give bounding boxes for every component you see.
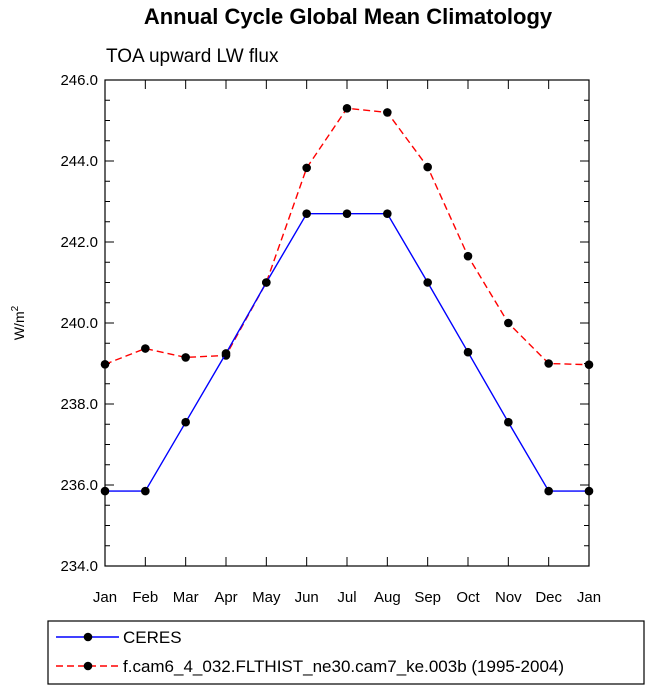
data-point <box>100 360 110 369</box>
data-point <box>141 344 150 353</box>
legend-label: CERES <box>123 628 182 647</box>
data-point <box>302 163 311 173</box>
data-point <box>584 486 594 496</box>
data-point <box>221 349 231 358</box>
data-point <box>544 359 553 368</box>
x-tick-label: Dec <box>535 589 562 606</box>
y-tick-label: 238.0 <box>60 396 98 413</box>
data-point <box>544 486 553 496</box>
data-point <box>141 486 150 496</box>
data-point <box>342 104 352 113</box>
data-point <box>423 162 432 172</box>
y-tick-label: 236.0 <box>60 477 98 494</box>
y-axis-label-superscript: 2 <box>10 305 21 311</box>
data-point <box>504 318 513 328</box>
data-point <box>463 347 473 357</box>
y-tick-label: 246.0 <box>60 72 98 89</box>
data-point <box>504 417 513 427</box>
plot-frame <box>104 79 590 567</box>
series-line <box>104 107 590 366</box>
legend-marker <box>83 661 93 671</box>
x-tick-label: Mar <box>173 589 199 606</box>
x-tick-label: Jun <box>295 589 319 606</box>
chart-subtitle: TOA upward LW flux <box>106 46 279 67</box>
x-tick-label: Jan <box>93 589 117 606</box>
chart-title: Annual Cycle Global Mean Climatology <box>144 4 553 29</box>
data-point <box>100 486 110 496</box>
x-tick-label: Sep <box>414 589 441 606</box>
legend-label: f.cam6_4_032.FLTHIST_ne30.cam7_ke.003b (… <box>123 657 564 676</box>
legend: CERES f.cam6_4_032.FLTHIST_ne30.cam7_ke.0… <box>47 620 645 685</box>
series-line <box>105 212 589 492</box>
x-tick-label: Jan <box>577 589 601 606</box>
data-point <box>181 417 190 427</box>
x-tick-label: Apr <box>214 589 237 606</box>
y-axis-label-text: W/m <box>11 311 27 340</box>
data-point <box>463 251 473 261</box>
x-tick-label: Jul <box>337 589 356 606</box>
y-tick-label: 234.0 <box>60 558 98 575</box>
x-tick-label: Aug <box>374 589 401 606</box>
data-point <box>383 209 392 218</box>
y-tick-label: 244.0 <box>60 153 98 170</box>
y-axis-label: W/m2 <box>10 305 27 340</box>
data-point <box>302 209 311 218</box>
x-tick-label: Oct <box>456 589 480 606</box>
data-point <box>383 108 392 117</box>
y-tick-label: 240.0 <box>60 315 98 332</box>
legend-box <box>47 620 645 685</box>
data-point <box>181 353 190 362</box>
x-tick-label: Nov <box>495 589 522 606</box>
x-tick-label: May <box>252 589 281 606</box>
data-point <box>584 360 594 370</box>
data-point <box>423 278 432 287</box>
plot-area: 234.0 236.0 238.0 240.0 242.0 244.0 246.0 Jan Fe… <box>60 72 601 606</box>
x-tick-label: Feb <box>132 589 158 606</box>
legend-marker <box>83 632 93 642</box>
data-point <box>342 209 352 218</box>
data-point <box>262 278 271 287</box>
y-tick-label: 242.0 <box>60 234 98 251</box>
